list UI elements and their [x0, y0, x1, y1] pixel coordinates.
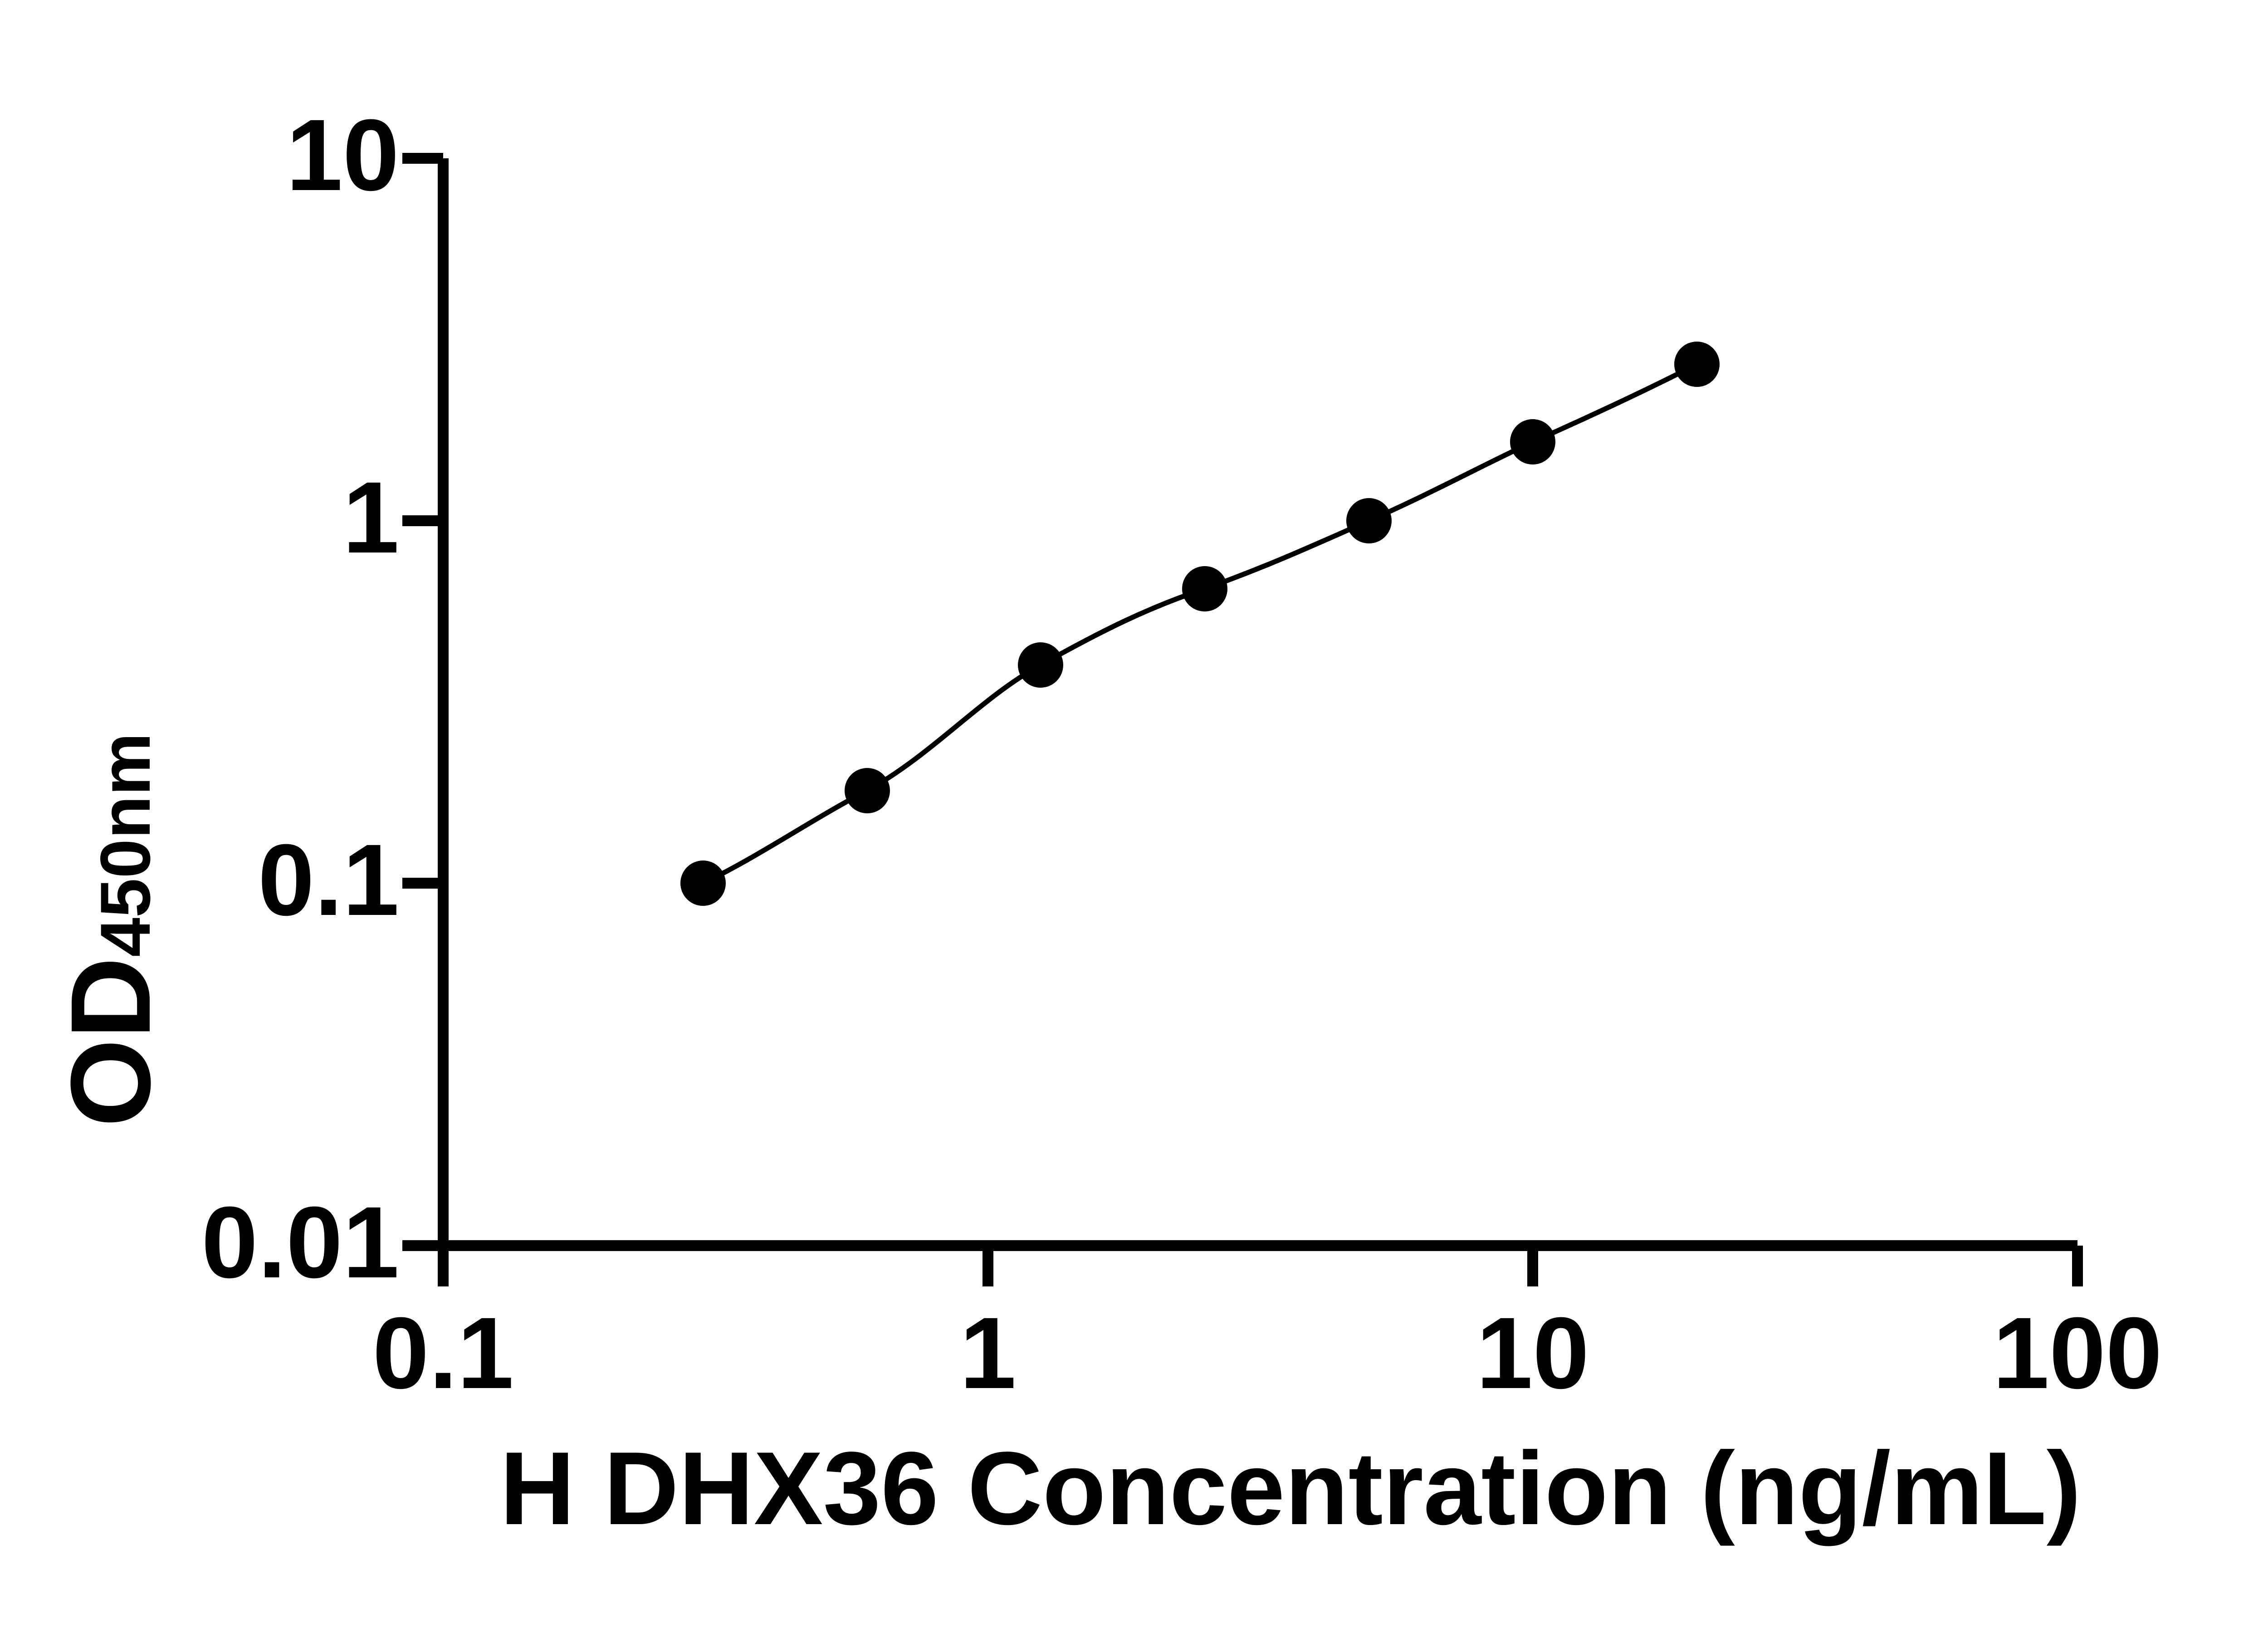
- svg-text:100: 100: [1993, 1296, 2162, 1410]
- svg-text:OD450nm: OD450nm: [47, 733, 174, 1127]
- svg-text:H DHX36 Concentration (ng/mL): H DHX36 Concentration (ng/mL): [500, 1430, 2081, 1546]
- svg-text:0.1: 0.1: [258, 823, 399, 937]
- svg-text:0.01: 0.01: [201, 1186, 399, 1299]
- svg-text:10: 10: [286, 98, 399, 212]
- svg-text:1: 1: [342, 461, 399, 574]
- svg-text:1: 1: [960, 1296, 1017, 1410]
- svg-text:10: 10: [1476, 1296, 1589, 1410]
- svg-text:0.1: 0.1: [372, 1296, 513, 1410]
